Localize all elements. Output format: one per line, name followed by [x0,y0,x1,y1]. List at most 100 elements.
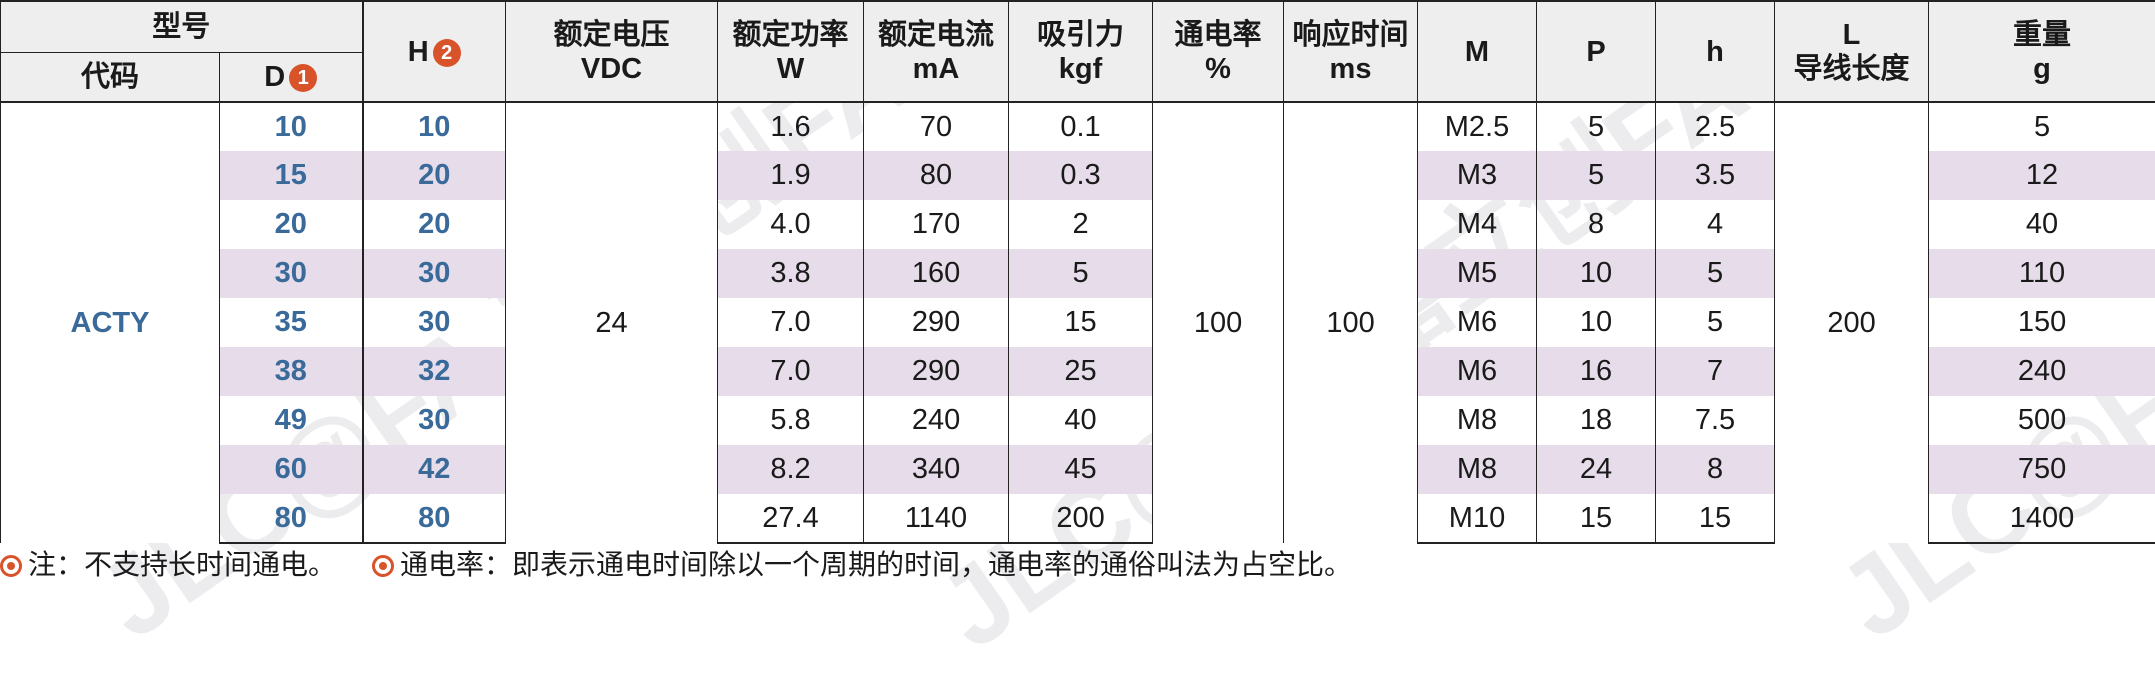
header-m: M [1418,1,1537,102]
cell-power: 8.2 [718,445,864,494]
model-code: ACTY [1,102,220,543]
cell-force: 25 [1009,347,1153,396]
header-p: P [1537,1,1656,102]
cell-current: 160 [864,249,1009,298]
cell-weight: 12 [1929,151,2155,200]
cell-p: 5 [1537,151,1656,200]
footnote: 注：不支持长时间通电。 通电率：即表示通电时间除以一个周期的时间，通电率的通俗叫法… [0,545,1352,585]
cell-current: 170 [864,200,1009,249]
cell-p: 16 [1537,347,1656,396]
cell-p: 10 [1537,249,1656,298]
cell-power: 1.6 [718,102,864,151]
cell-weight: 150 [1929,298,2155,347]
cell-d: 15 [220,151,363,200]
cell-force: 5 [1009,249,1153,298]
cell-force: 0.1 [1009,102,1153,151]
cell-h: 30 [363,396,506,445]
header-small-h: h [1656,1,1775,102]
cell-response: 100 [1284,102,1418,543]
cell-p: 15 [1537,494,1656,543]
bullet-icon [372,555,394,577]
cell-power: 4.0 [718,200,864,249]
cell-m: M8 [1418,445,1537,494]
header-model: 型号 [1,1,363,53]
note-2: 通电率：即表示通电时间除以一个周期的时间，通电率的通俗叫法为占空比。 [400,549,1352,580]
cell-small-h: 4 [1656,200,1775,249]
cell-small-h: 2.5 [1656,102,1775,151]
cell-current: 340 [864,445,1009,494]
cell-small-h: 7 [1656,347,1775,396]
cell-duty: 100 [1153,102,1284,543]
cell-force: 45 [1009,445,1153,494]
cell-d: 30 [220,249,363,298]
cell-h: 20 [363,151,506,200]
cell-force: 15 [1009,298,1153,347]
cell-small-h: 15 [1656,494,1775,543]
cell-h: 30 [363,298,506,347]
cell-weight: 1400 [1929,494,2155,543]
cell-p: 24 [1537,445,1656,494]
cell-current: 80 [864,151,1009,200]
cell-m: M3 [1418,151,1537,200]
cell-d: 60 [220,445,363,494]
note-badge-icon: 2 [433,39,461,67]
cell-h: 10 [363,102,506,151]
cell-h: 20 [363,200,506,249]
header-code: 代码 [1,53,220,103]
cell-power: 7.0 [718,298,864,347]
cell-h: 30 [363,249,506,298]
cell-p: 5 [1537,102,1656,151]
cell-d: 49 [220,396,363,445]
cell-m: M10 [1418,494,1537,543]
cell-force: 0.3 [1009,151,1153,200]
cell-small-h: 3.5 [1656,151,1775,200]
bullet-icon [0,555,22,577]
cell-d: 38 [220,347,363,396]
cell-power: 3.8 [718,249,864,298]
cell-current: 240 [864,396,1009,445]
cell-force: 200 [1009,494,1153,543]
cell-h: 80 [363,494,506,543]
cell-m: M2.5 [1418,102,1537,151]
cell-d: 10 [220,102,363,151]
cell-small-h: 5 [1656,298,1775,347]
cell-power: 7.0 [718,347,864,396]
cell-weight: 5 [1929,102,2155,151]
cell-weight: 110 [1929,249,2155,298]
cell-lead: 200 [1775,102,1929,543]
note-badge-icon: 1 [289,64,317,92]
cell-m: M8 [1418,396,1537,445]
note-1: 注：不支持长时间通电。 [28,549,336,580]
cell-weight: 40 [1929,200,2155,249]
cell-weight: 500 [1929,396,2155,445]
cell-voltage: 24 [506,102,718,543]
cell-p: 10 [1537,298,1656,347]
cell-weight: 750 [1929,445,2155,494]
cell-p: 18 [1537,396,1656,445]
cell-m: M6 [1418,347,1537,396]
cell-weight: 240 [1929,347,2155,396]
cell-m: M4 [1418,200,1537,249]
cell-small-h: 5 [1656,249,1775,298]
cell-current: 1140 [864,494,1009,543]
header-duty: 通电率% [1153,1,1284,102]
cell-d: 20 [220,200,363,249]
cell-d: 35 [220,298,363,347]
cell-m: M6 [1418,298,1537,347]
cell-p: 8 [1537,200,1656,249]
cell-current: 290 [864,347,1009,396]
cell-force: 2 [1009,200,1153,249]
cell-m: M5 [1418,249,1537,298]
cell-small-h: 7.5 [1656,396,1775,445]
